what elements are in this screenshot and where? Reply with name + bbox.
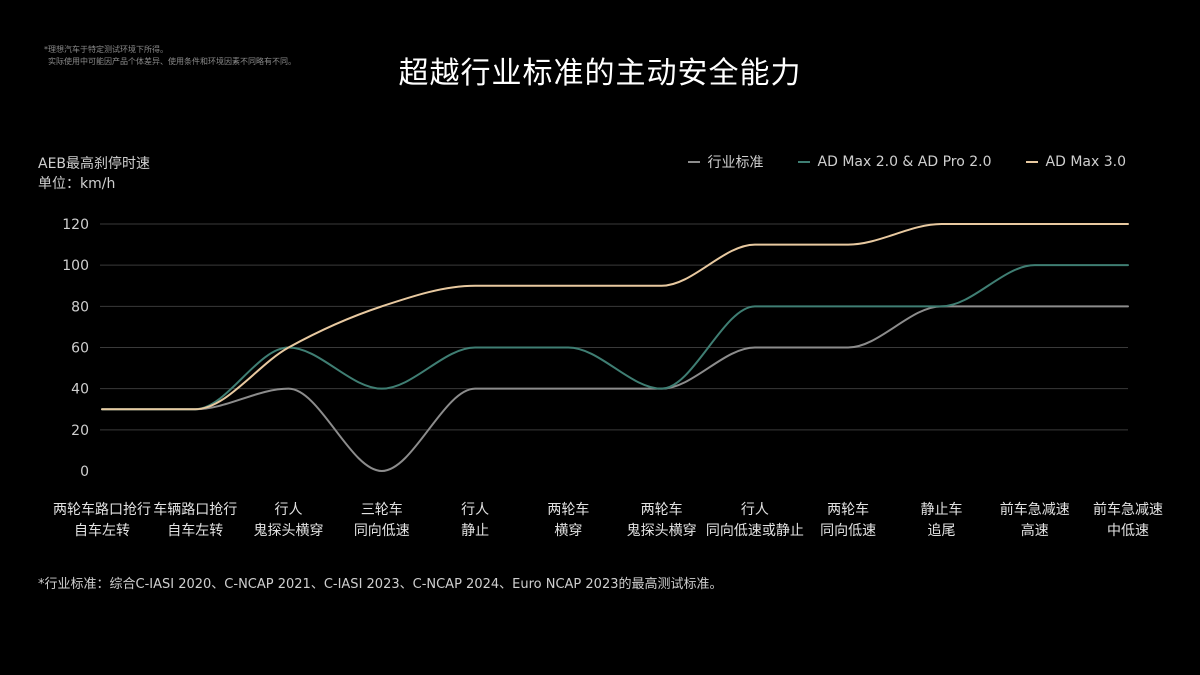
x-category-label: 两轮车同向低速 [820,501,876,539]
x-category-line: 横穿 [554,523,582,539]
x-category-line: 追尾 [927,523,955,539]
y-axis-label-metric: AEB最高刹停时速 [38,156,151,172]
y-axis-ticks: 0 20 40 60 80 100 120 [62,217,89,480]
x-category-line: 鬼探头横穿 [254,523,324,539]
x-category-line: 静止 [461,523,489,539]
x-category-line: 同向低速或静止 [706,523,804,539]
y-tick-label: 60 [71,341,89,357]
y-tick-label: 40 [71,382,89,398]
page-title: 超越行业标准的主动安全能力 [398,56,802,91]
y-tick-label: 80 [71,299,89,315]
x-category-label: 两轮车鬼探头横穿 [627,501,697,539]
x-category-line: 车辆路口抢行 [153,501,237,518]
x-category-line: 行人 [275,502,303,518]
x-category-label: 车辆路口抢行自车左转 [153,501,237,539]
y-tick-label: 20 [71,423,89,439]
x-category-line: 鬼探头横穿 [627,523,697,539]
x-category-label: 静止车追尾 [920,501,962,539]
x-category-line: 中低速 [1107,523,1149,539]
y-axis-label: AEB最高刹停时速 单位：km/h [38,154,150,194]
legend-item-ad-max-3: AD Max 3.0 [1025,152,1126,172]
x-category-line: 两轮车 [641,501,683,518]
x-category-line: 两轮车 [827,501,869,518]
x-category-line: 同向低速 [354,523,410,539]
x-category-label: 前车急减速中低速 [1093,501,1163,539]
footnote: *行业标准：综合C-IASI 2020、C-NCAP 2021、C-IASI 2… [38,577,723,592]
x-category-label: 两轮车横穿 [547,501,589,539]
x-category-label: 前车急减速高速 [1000,501,1070,539]
y-axis-label-unit: 单位：km/h [38,176,116,192]
legend-label: AD Max 2.0 & AD Pro 2.0 [817,154,992,170]
x-category-label: 两轮车路口抢行自车左转 [53,501,151,539]
y-tick-label: 0 [80,464,89,480]
y-tick-label: 120 [62,217,89,233]
legend-swatch [1025,161,1038,163]
x-category-line: 前车急减速 [1093,501,1163,518]
chart-legend: 行业标准 AD Max 2.0 & AD Pro 2.0 AD Max 3.0 [687,152,1126,172]
x-axis-categories: 两轮车路口抢行自车左转车辆路口抢行自车左转行人鬼探头横穿三轮车同向低速行人静止两… [53,501,1163,539]
disclaimer-line-2: 实际使用中可能因产品个体差异、使用条件和环境因素不同略有不同。 [48,57,296,66]
x-category-line: 同向低速 [820,523,876,539]
series-line-ad-max-3 [101,222,1129,411]
legend-item-industry-standard: 行业标准 [687,152,764,172]
x-category-label: 行人同向低速或静止 [706,502,804,539]
legend-swatch [687,161,700,163]
chart-grid [100,223,1128,431]
disclaimer: *理想汽车于特定测试环境下所得。 实际使用中可能因产品个体差异、使用条件和环境因… [44,44,296,68]
legend-label: AD Max 3.0 [1045,154,1126,170]
x-category-line: 行人 [461,502,489,518]
x-category-line: 静止车 [920,501,962,518]
x-category-line: 两轮车 [547,501,589,518]
legend-swatch [797,161,810,163]
x-category-line: 自车左转 [74,522,130,539]
series-line-ad-max-2 [101,264,1129,411]
x-category-line: 高速 [1021,522,1049,539]
x-category-label: 三轮车同向低速 [354,501,410,539]
legend-label: 行业标准 [707,155,764,171]
x-category-label: 行人鬼探头横穿 [254,502,324,539]
chart-series [101,222,1129,473]
x-category-line: 行人 [741,502,769,518]
x-category-line: 三轮车 [361,501,403,518]
legend-item-ad-max-2: AD Max 2.0 & AD Pro 2.0 [797,152,992,172]
x-category-label: 行人静止 [461,502,489,539]
y-tick-label: 100 [62,258,89,274]
x-category-line: 两轮车路口抢行 [53,501,151,518]
x-category-line: 自车左转 [167,522,223,539]
x-category-line: 前车急减速 [1000,501,1070,518]
disclaimer-line-1: *理想汽车于特定测试环境下所得。 [44,45,168,54]
